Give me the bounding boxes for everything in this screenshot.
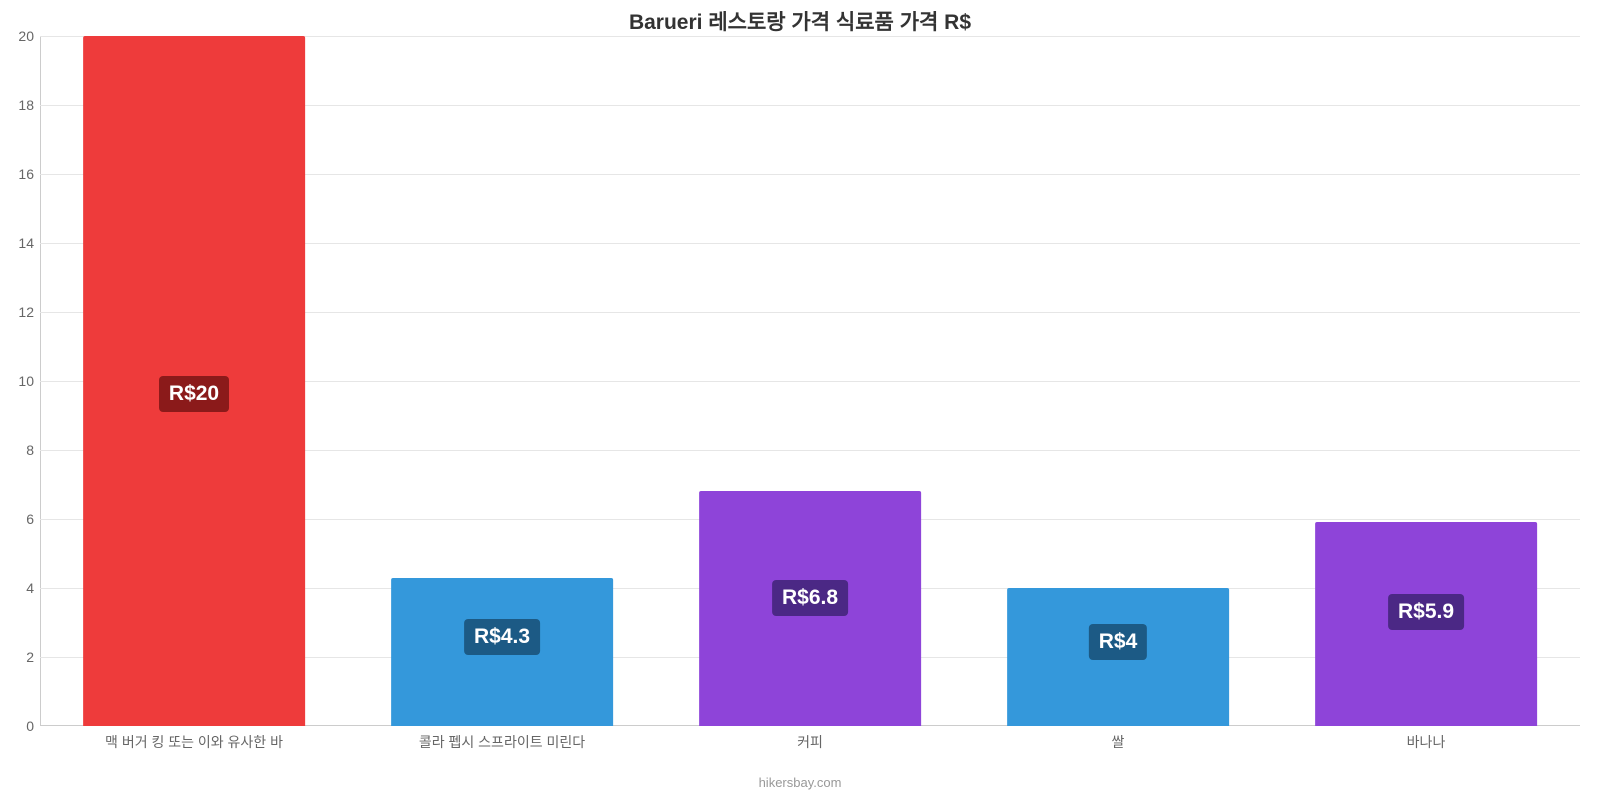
bar-group: R$4.3 — [391, 578, 613, 726]
y-tick-label: 6 — [26, 511, 34, 527]
bar-value-label: R$4 — [1089, 624, 1148, 660]
x-tick-label: 바나나 — [1407, 732, 1446, 752]
y-tick-label: 16 — [18, 166, 34, 182]
chart-title: Barueri 레스토랑 가격 식료품 가격 R$ — [0, 6, 1600, 36]
y-tick-label: 8 — [26, 442, 34, 458]
x-tick-label: 쌀 — [1112, 732, 1125, 752]
plot-area: R$20 R$4.3 R$6.8 R$4 R$5.9 — [40, 36, 1580, 726]
bar-group: R$5.9 — [1315, 522, 1537, 726]
x-tick-label: 콜라 펩시 스프라이트 미린다 — [419, 732, 585, 752]
price-bar-chart: Barueri 레스토랑 가격 식료품 가격 R$ R$20 R$4.3 R$6.8… — [0, 0, 1600, 800]
y-tick-label: 2 — [26, 649, 34, 665]
chart-footer: hikersbay.com — [0, 775, 1600, 790]
bar-group: R$6.8 — [699, 491, 921, 726]
bar-value-label: R$20 — [159, 376, 229, 412]
y-tick-label: 10 — [18, 373, 34, 389]
y-tick-label: 14 — [18, 235, 34, 251]
bar-group: R$20 — [83, 36, 305, 726]
y-tick-label: 20 — [18, 28, 34, 44]
bar-value-label: R$4.3 — [464, 619, 540, 655]
bar-value-label: R$5.9 — [1388, 594, 1464, 630]
y-tick-label: 0 — [26, 718, 34, 734]
bar-group: R$4 — [1007, 588, 1229, 726]
bar-value-label: R$6.8 — [772, 580, 848, 616]
y-tick-label: 12 — [18, 304, 34, 320]
x-tick-label: 커피 — [797, 732, 823, 752]
x-tick-label: 맥 버거 킹 또는 이와 유사한 바 — [105, 732, 283, 752]
y-tick-label: 4 — [26, 580, 34, 596]
y-tick-label: 18 — [18, 97, 34, 113]
